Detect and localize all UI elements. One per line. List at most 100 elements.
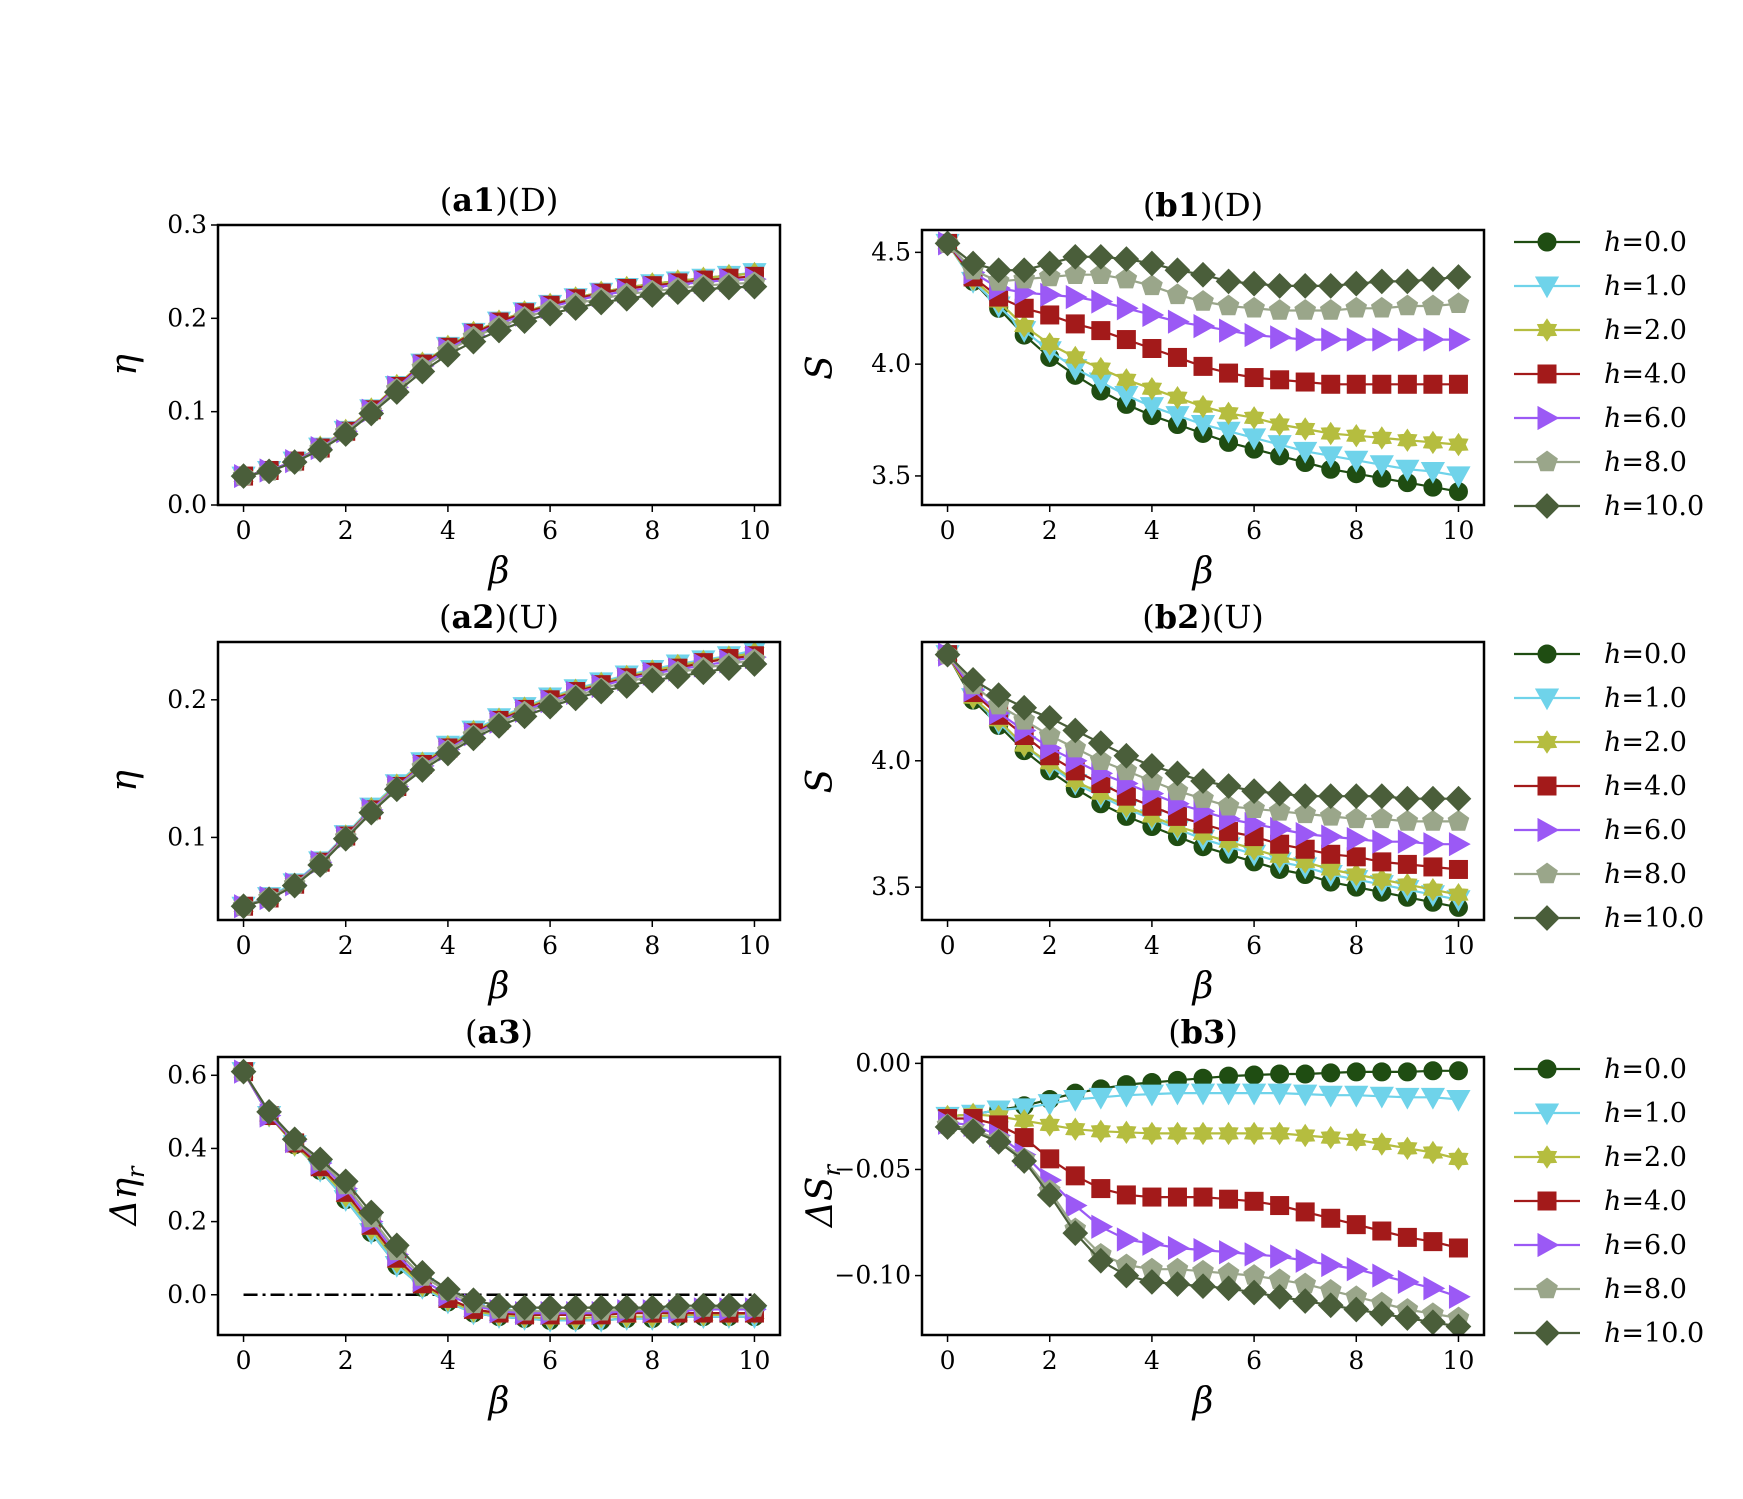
y-tick-label: 4.0 — [871, 746, 911, 775]
data-point — [1114, 1085, 1139, 1108]
data-point — [1293, 1084, 1318, 1107]
data-point — [1269, 1121, 1290, 1146]
y-tick-label: 3.5 — [871, 872, 911, 901]
data-point — [1088, 1087, 1113, 1110]
legend-label: h=1.0 — [1604, 271, 1687, 302]
data-point — [1039, 1113, 1060, 1137]
data-point — [1346, 847, 1366, 867]
legend-marker — [1537, 1232, 1560, 1258]
x-tick-label: 10 — [1443, 1346, 1475, 1375]
series-h=0.0 — [234, 643, 764, 916]
series-line — [242, 1071, 755, 1320]
data-point — [1167, 1121, 1188, 1146]
data-point — [1241, 778, 1267, 804]
legend-label: h=4.0 — [1604, 359, 1687, 390]
data-point — [1244, 368, 1264, 388]
data-point — [1370, 807, 1393, 829]
y-tick-label: 0.0 — [167, 1280, 207, 1309]
series-h=8.0 — [232, 648, 766, 916]
data-point — [1270, 1244, 1292, 1269]
data-point — [1397, 1269, 1420, 1295]
data-point — [1448, 1284, 1471, 1309]
data-point — [332, 825, 359, 852]
data-point — [1244, 1242, 1267, 1267]
data-point — [1270, 325, 1292, 350]
data-point — [1166, 779, 1189, 801]
data-point — [934, 1114, 961, 1140]
data-point — [1241, 1083, 1267, 1106]
data-point — [1116, 296, 1139, 321]
legend-marker — [1537, 776, 1557, 796]
data-point — [1445, 1313, 1472, 1335]
legend-item: h=0.0 — [1514, 639, 1687, 670]
y-tick-label: 0.00 — [855, 1048, 911, 1077]
data-point — [1091, 1214, 1114, 1239]
x-tick-label: 2 — [1042, 516, 1058, 545]
data-point — [1270, 1196, 1290, 1216]
data-point — [1423, 1232, 1443, 1252]
x-tick-label: 0 — [940, 516, 956, 545]
panel-title: (b3) — [1168, 1013, 1238, 1051]
data-point — [1321, 327, 1344, 352]
x-tick-label: 0 — [940, 1346, 956, 1375]
y-axis-label: S — [800, 769, 841, 794]
axes-frame — [920, 1055, 1486, 1337]
data-point — [256, 1099, 282, 1125]
data-point — [985, 682, 1012, 708]
data-point — [537, 300, 563, 327]
y-tick-label: 0.4 — [167, 1133, 207, 1162]
data-point — [358, 1199, 385, 1226]
data-point — [1423, 832, 1446, 857]
data-point — [1423, 374, 1443, 394]
x-tick-label: 6 — [542, 931, 558, 960]
data-point — [460, 328, 487, 355]
data-point — [1065, 1193, 1088, 1218]
legend-item: h=10.0 — [1514, 491, 1704, 522]
data-point — [1040, 1149, 1060, 1169]
data-point — [1116, 330, 1136, 350]
data-point — [1368, 783, 1395, 810]
data-point — [1346, 827, 1369, 852]
data-point — [1295, 1123, 1316, 1148]
data-point — [716, 1292, 742, 1319]
plot-area — [934, 230, 1472, 502]
legend-item: h=1.0 — [1514, 683, 1687, 714]
data-point — [409, 358, 436, 385]
y-tick-label: 0.1 — [167, 822, 207, 851]
data-point — [1346, 1128, 1367, 1152]
data-point — [1371, 426, 1392, 450]
x-tick-label: 6 — [542, 516, 558, 545]
data-point — [588, 1294, 615, 1321]
legend-marker — [1537, 644, 1557, 664]
data-point — [1141, 769, 1163, 791]
data-point — [1216, 1083, 1241, 1106]
x-tick-label: 10 — [1443, 516, 1475, 545]
data-point — [1422, 430, 1444, 455]
data-point — [960, 250, 986, 277]
data-point — [1422, 294, 1444, 316]
data-point — [1244, 811, 1267, 837]
data-point — [960, 1118, 986, 1145]
panel-title: (a2)(U) — [439, 598, 559, 636]
data-point — [664, 1292, 691, 1319]
data-point — [1267, 1083, 1292, 1106]
data-point — [613, 1294, 640, 1321]
data-point — [307, 1146, 334, 1173]
data-point — [1396, 294, 1419, 316]
series-h=6.0 — [234, 1059, 767, 1326]
data-point — [1446, 1089, 1471, 1112]
data-point — [1423, 857, 1443, 877]
data-point — [1141, 377, 1163, 401]
data-point — [1219, 1240, 1241, 1265]
y-axis-label: S — [800, 355, 841, 380]
data-point — [1167, 309, 1190, 334]
legend-marker — [1537, 232, 1557, 252]
data-point — [1193, 1187, 1213, 1207]
data-point — [1397, 854, 1417, 874]
data-point — [1165, 1083, 1190, 1106]
y-tick-label: 0.3 — [167, 210, 207, 239]
data-point — [1192, 394, 1214, 419]
data-point — [1064, 263, 1087, 284]
data-point — [1371, 867, 1392, 892]
data-point — [1293, 441, 1318, 464]
